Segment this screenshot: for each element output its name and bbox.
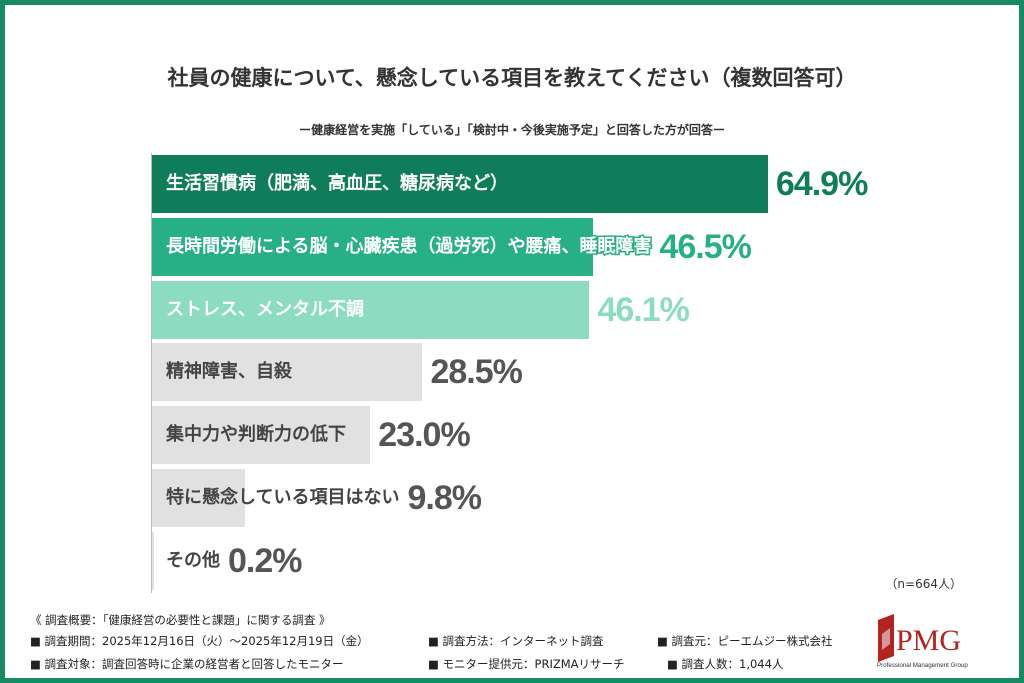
logo-text: PMG	[896, 624, 961, 657]
value-label: 9.8%	[407, 479, 481, 517]
survey-provider: ■ モニター提供元：PRIZMAリサーチ	[428, 657, 625, 671]
bar	[152, 406, 371, 465]
bar-label: 特に懸念している項目はない	[166, 487, 400, 508]
value-label: 46.5%	[659, 227, 751, 266]
bar	[152, 531, 154, 590]
value-label: 46.1%	[597, 290, 689, 329]
value-label: 0.2%	[228, 541, 302, 580]
bar	[152, 155, 768, 213]
survey-heading: 《 調査概要：「健康経営の必要性と課題」に関する調査 》	[30, 613, 331, 627]
bar-label: 集中力や判断力の低下	[166, 424, 346, 446]
chart-subtitle: ー健康経営を実施「している」「検討中・今後実施予定」と回答した方が回答ー	[299, 123, 725, 137]
bar-label: 長時間労働による脳・心臓疾患（過労死）や腰痛、睡眠障害	[166, 234, 653, 258]
bar-label: ストレス、メンタル不調	[166, 298, 364, 320]
y-axis-line	[151, 153, 152, 593]
value-label: 64.9%	[775, 165, 868, 203]
bar-label: 精神障害、自殺	[166, 361, 292, 383]
bar	[152, 280, 590, 339]
bar	[152, 469, 245, 527]
bar-label: その他	[166, 549, 220, 571]
survey-count: ■ 調査人数：1,044人	[667, 657, 784, 671]
survey-period: ■ 調査期間：2025年12月16日（火）～2025年12月19日（金）	[30, 634, 369, 648]
bar	[152, 343, 423, 402]
bar	[152, 217, 594, 276]
chart-title: 社員の健康について、懸念している項目を教えてください（複数回答可）	[167, 66, 857, 90]
survey-target: ■ 調査対象：調査回答時に企業の経営者と回答したモニター	[30, 657, 344, 671]
survey-method: ■ 調査方法：インターネット調査	[428, 634, 604, 648]
value-label: 28.5%	[430, 353, 522, 392]
bar-label: 生活習慣病（肥満、高血圧、糖尿病など）	[166, 173, 508, 194]
survey-organizer: ■ 調査元：ピーエムジー株式会社	[657, 634, 833, 648]
sample-size-note: （n=664人）	[885, 577, 962, 591]
logo-tagline: Professional Management Group	[877, 662, 968, 669]
pmg-logo: PMG Professional Management Group	[876, 614, 976, 670]
value-label: 23.0%	[378, 416, 470, 455]
